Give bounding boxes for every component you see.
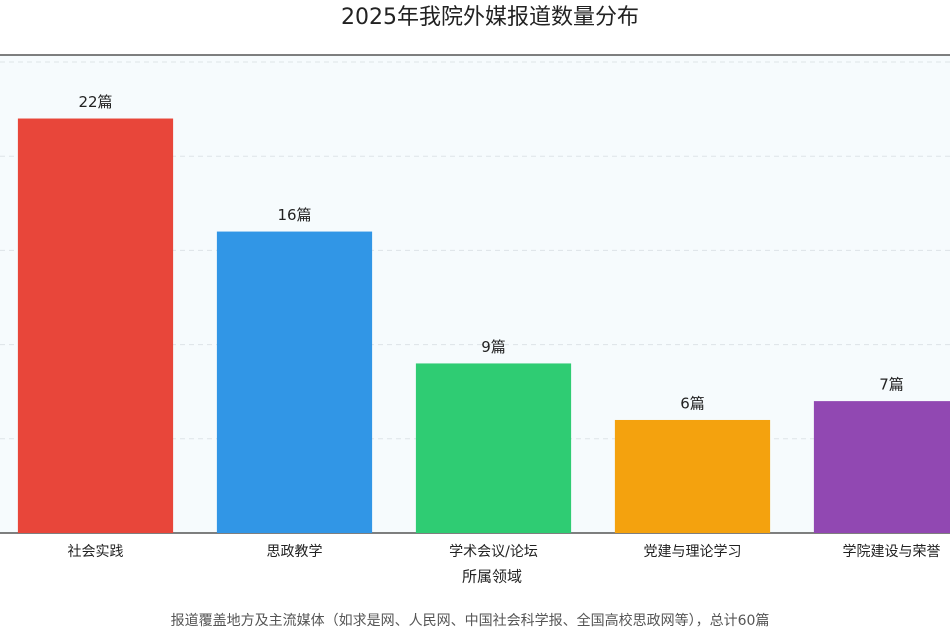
chart-title: 2025年我院外媒报道数量分布	[341, 5, 639, 30]
value-label: 7篇	[879, 376, 904, 394]
value-label: 16篇	[277, 206, 311, 224]
value-label: 6篇	[680, 394, 705, 412]
x-axis-label: 所属领域	[462, 568, 522, 586]
bar	[813, 401, 950, 533]
bar	[17, 118, 174, 534]
x-tick-label: 党建与理论学习	[644, 544, 742, 560]
bar	[216, 231, 373, 533]
x-tick-label: 学院建设与荣誉	[843, 544, 941, 560]
bar	[415, 363, 572, 533]
x-tick-label: 思政教学	[267, 544, 323, 560]
footnote: 报道覆盖地方及主流媒体（如求是网、人民网、中国社会科学报、全国高校思政网等），总…	[171, 612, 770, 629]
value-label: 22篇	[78, 93, 112, 111]
x-tick-label: 学术会议/论坛	[449, 544, 538, 560]
x-tick-label: 社会实践	[68, 544, 124, 560]
value-label: 9篇	[481, 338, 506, 356]
bar	[614, 419, 771, 533]
